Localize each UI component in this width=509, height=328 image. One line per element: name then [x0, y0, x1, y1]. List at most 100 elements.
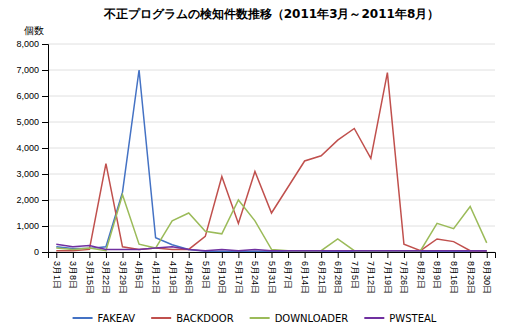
tick: 3月15日 [85, 252, 95, 294]
grid-line [48, 174, 495, 175]
tick: 6月21日 [317, 252, 327, 294]
y-axis: 0 1,000 2,000 3,000 4,000 5,000 6,000 7,000 8,00… [16, 39, 48, 257]
tick-mark [354, 252, 355, 258]
tick-label: 3月15日 [85, 261, 95, 294]
tick-label: 7月26日 [399, 261, 409, 294]
tick: 6,000 [16, 91, 48, 101]
tick-mark [272, 252, 273, 258]
grid-line [48, 122, 495, 123]
tick-label: 7月5日 [350, 261, 360, 289]
tick: 7月5日 [350, 252, 360, 289]
legend-item: FAKEAV [73, 313, 136, 324]
tick: 4月5日 [134, 252, 144, 289]
tick-label: 7月12日 [366, 261, 376, 294]
tick: 8,000 [16, 39, 48, 49]
tick-mark [156, 252, 157, 258]
tick-label: 8月9日 [432, 261, 442, 289]
tick: 4月26日 [184, 252, 194, 294]
legend-swatch [73, 317, 93, 319]
tick: 2,000 [16, 195, 48, 205]
tick-mark [42, 226, 48, 227]
grid [48, 44, 495, 252]
axis-line [42, 45, 49, 253]
tick: 6月7日 [283, 252, 293, 289]
tick: 3月29日 [118, 252, 128, 294]
tick-label: 7月19日 [383, 261, 393, 294]
chart: 0 1,000 2,000 3,000 4,000 5,000 6,000 7,000 8,00… [0, 0, 509, 328]
tick-label: 8月23日 [466, 261, 476, 294]
tick-mark [404, 252, 405, 258]
tick: 4月12日 [151, 252, 161, 294]
tick-mark [437, 252, 438, 258]
tick-label: 3,000 [16, 169, 39, 179]
tick-label: 4,000 [16, 143, 39, 153]
tick-mark [42, 70, 48, 71]
tick-label: 4月26日 [184, 261, 194, 294]
tick-mark [387, 252, 388, 258]
tick-mark [421, 252, 422, 258]
tick-label: 5月3日 [201, 261, 211, 289]
legend-item: DOWNLOADER [250, 313, 349, 324]
tick: 5月17日 [234, 252, 244, 294]
tick-mark [371, 252, 372, 258]
series-line [56, 70, 486, 251]
tick-mark [42, 148, 48, 149]
tick: 7月12日 [366, 252, 376, 294]
tick: 0 [34, 247, 48, 257]
tick-mark [123, 252, 124, 258]
legend-item: PWSTEAL [364, 313, 437, 324]
x-axis: 3月1日 3月8日 3月15日 3月22日 3月29日 4月5日 4月12日 4月19日 4月2… [49, 252, 496, 294]
tick-mark [338, 252, 339, 258]
tick-mark [56, 252, 57, 258]
tick-mark [73, 252, 74, 258]
tick: 6月14日 [300, 252, 310, 294]
tick-label: 6月14日 [300, 261, 310, 294]
legend-swatch [151, 317, 171, 319]
tick: 4,000 [16, 143, 48, 153]
tick-label: 4月12日 [151, 261, 161, 294]
tick-label: 1,000 [16, 221, 39, 231]
tick: 3月8日 [68, 252, 78, 289]
tick-label: 5月17日 [234, 261, 244, 294]
legend-label: BACKDOOR [176, 313, 234, 324]
tick-mark [321, 252, 322, 258]
legend-swatch [364, 317, 384, 319]
tick-mark [189, 252, 190, 258]
tick: 5月31日 [267, 252, 277, 294]
grid-line [48, 70, 495, 71]
tick-mark [172, 252, 173, 258]
tick-label: 3月1日 [52, 261, 62, 289]
tick-label: 8,000 [16, 39, 39, 49]
tick: 8月23日 [466, 252, 476, 294]
tick: 8月16日 [449, 252, 459, 294]
legend: FAKEAV BACKDOOR DOWNLOADER PWSTEAL [73, 313, 437, 324]
tick-label: 8月16日 [449, 261, 459, 294]
legend-label: FAKEAV [98, 313, 136, 324]
grid-line [48, 96, 495, 97]
grid-line [48, 44, 495, 45]
tick-mark [305, 252, 306, 258]
legend-item: BACKDOOR [151, 313, 234, 324]
tick-mark [454, 252, 455, 258]
tick-label: 4月19日 [168, 261, 178, 294]
tick: 8月30日 [482, 252, 492, 294]
tick: 3月22日 [101, 252, 111, 294]
series-line [56, 73, 486, 251]
tick-label: 6月21日 [317, 261, 327, 294]
tick-mark [238, 252, 239, 258]
tick-label: 6月28日 [333, 261, 343, 294]
tick-label: 5月24日 [250, 261, 260, 294]
tick-label: 5,000 [16, 117, 39, 127]
tick-label: 0 [34, 247, 39, 257]
axis-title: 個数 [24, 25, 44, 36]
tick: 8月2日 [416, 252, 426, 289]
tick: 7,000 [16, 65, 48, 75]
axis-line [49, 253, 496, 259]
tick-mark [470, 252, 471, 258]
tick-label: 6月7日 [283, 261, 293, 289]
tick: 3月1日 [52, 252, 62, 289]
tick-label: 2,000 [16, 195, 39, 205]
tick: 7月19日 [383, 252, 393, 294]
tick: 5月24日 [250, 252, 260, 294]
grid-line [48, 148, 495, 149]
